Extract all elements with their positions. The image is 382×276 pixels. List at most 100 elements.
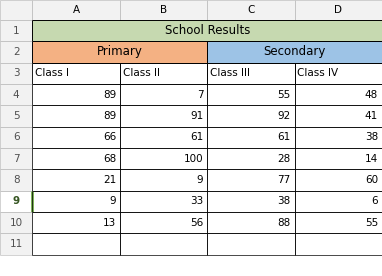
Text: 9: 9 [197, 175, 204, 185]
Bar [32, 148, 120, 169]
Bar [295, 84, 382, 105]
Bar [120, 105, 207, 127]
Bar [32, 84, 120, 105]
Text: 9: 9 [109, 196, 116, 206]
Text: 89: 89 [103, 111, 116, 121]
Bar [207, 127, 295, 148]
Bar [207, 169, 295, 191]
Bar [207, 233, 295, 255]
Bar [207, 0, 295, 20]
Text: 11: 11 [10, 239, 23, 249]
Text: 10: 10 [10, 218, 23, 228]
Bar [0, 84, 32, 105]
Text: 48: 48 [365, 90, 378, 100]
Text: Class III: Class III [210, 68, 250, 78]
Bar [0, 127, 32, 148]
Text: 5: 5 [13, 111, 19, 121]
Bar [0, 169, 32, 191]
Bar [295, 63, 382, 84]
Bar [120, 84, 207, 105]
Text: 38: 38 [278, 196, 291, 206]
Text: 61: 61 [278, 132, 291, 142]
Text: C: C [247, 5, 255, 15]
Bar [295, 148, 382, 169]
Text: 60: 60 [365, 175, 378, 185]
Text: 33: 33 [190, 196, 204, 206]
Bar [0, 0, 32, 20]
Text: 38: 38 [365, 132, 378, 142]
Text: 6: 6 [372, 196, 378, 206]
Text: 14: 14 [365, 154, 378, 164]
Text: 6: 6 [13, 132, 19, 142]
Bar [295, 212, 382, 233]
Text: 55: 55 [365, 218, 378, 228]
Bar [32, 233, 120, 255]
Text: 77: 77 [278, 175, 291, 185]
Bar [120, 148, 207, 169]
Text: Secondary: Secondary [264, 45, 326, 59]
Bar [120, 191, 207, 212]
Text: 91: 91 [190, 111, 204, 121]
Text: 13: 13 [103, 218, 116, 228]
Bar [32, 191, 120, 212]
Bar [295, 0, 382, 20]
Bar [207, 212, 295, 233]
Text: 9: 9 [13, 196, 20, 206]
Bar [32, 105, 120, 127]
Text: 8: 8 [13, 175, 19, 185]
Text: 41: 41 [365, 111, 378, 121]
Text: 88: 88 [278, 218, 291, 228]
Text: Class I: Class I [35, 68, 69, 78]
Bar [120, 212, 207, 233]
Bar [120, 0, 207, 20]
Text: 100: 100 [184, 154, 204, 164]
Bar [32, 20, 382, 41]
Text: Class II: Class II [123, 68, 160, 78]
Bar [32, 41, 207, 63]
Bar [120, 169, 207, 191]
Bar [32, 127, 120, 148]
Bar [207, 41, 382, 63]
Bar [120, 233, 207, 255]
Text: D: D [334, 5, 342, 15]
Text: 89: 89 [103, 90, 116, 100]
Text: 66: 66 [103, 132, 116, 142]
Bar [0, 105, 32, 127]
Bar [0, 233, 32, 255]
Text: B: B [160, 5, 167, 15]
Text: School Results: School Results [165, 24, 250, 37]
Bar [207, 63, 295, 84]
Bar [0, 148, 32, 169]
Text: A: A [73, 5, 80, 15]
Bar [295, 105, 382, 127]
Text: 1: 1 [13, 26, 19, 36]
Text: 28: 28 [278, 154, 291, 164]
Bar [32, 169, 120, 191]
Bar [120, 127, 207, 148]
Text: 61: 61 [190, 132, 204, 142]
Bar [0, 41, 32, 63]
Bar [0, 63, 32, 84]
Text: Primary: Primary [97, 45, 143, 59]
Text: 7: 7 [13, 154, 19, 164]
Bar [207, 191, 295, 212]
Text: 3: 3 [13, 68, 19, 78]
Bar [32, 212, 120, 233]
Text: 4: 4 [13, 90, 19, 100]
Bar [207, 148, 295, 169]
Text: 55: 55 [278, 90, 291, 100]
Bar [32, 0, 120, 20]
Text: 2: 2 [13, 47, 19, 57]
Bar [0, 20, 32, 41]
Bar [295, 233, 382, 255]
Text: 21: 21 [103, 175, 116, 185]
Bar [0, 191, 32, 212]
Text: 56: 56 [190, 218, 204, 228]
Text: 92: 92 [278, 111, 291, 121]
Text: 7: 7 [197, 90, 204, 100]
Bar [207, 84, 295, 105]
Bar [295, 191, 382, 212]
Text: Class IV: Class IV [297, 68, 338, 78]
Bar [32, 63, 120, 84]
Bar [207, 105, 295, 127]
